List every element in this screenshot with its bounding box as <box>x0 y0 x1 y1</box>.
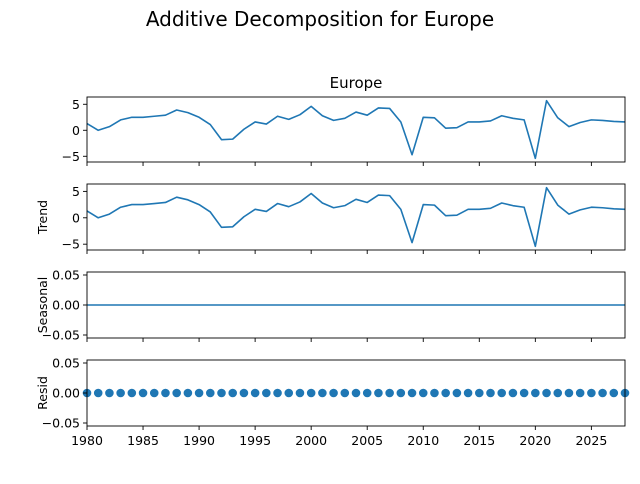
y-tick-label: 0.05 <box>52 356 80 371</box>
resid-point <box>340 388 350 398</box>
x-tick-label: 2010 <box>407 433 439 448</box>
y-tick-label: −0.05 <box>42 328 80 343</box>
subplot-title: Europe <box>330 74 383 92</box>
resid-point <box>318 388 327 398</box>
y-tick-label: 5 <box>72 184 80 199</box>
resid-point <box>598 388 607 398</box>
resid-point <box>531 388 540 398</box>
resid-point <box>116 388 125 398</box>
y-axis-label: Seasonal <box>35 277 50 334</box>
resid-point <box>396 388 406 398</box>
subplots: −505Europe−505Trend−0.050.000.05Seasonal… <box>35 74 630 448</box>
resid-point <box>407 388 417 398</box>
resid-point <box>183 388 193 398</box>
y-axis-label: Trend <box>35 200 50 235</box>
subplot-1: −5 0 5 Europe <box>62 74 626 166</box>
resid-point <box>262 388 271 398</box>
resid-point <box>430 388 439 398</box>
resid-point <box>105 388 114 398</box>
resid-point <box>519 388 529 398</box>
x-tick-label: 2025 <box>575 433 607 448</box>
resid-point <box>542 388 551 398</box>
resid-point <box>553 388 563 398</box>
resid-point <box>172 388 181 398</box>
series-line <box>86 99 626 160</box>
resid-point <box>273 388 282 398</box>
x-tick-label: 1990 <box>183 433 215 448</box>
x-tick-label: 2015 <box>463 433 495 448</box>
resid-point <box>497 388 507 398</box>
axes-frame <box>86 96 626 163</box>
resid-point <box>205 388 215 398</box>
resid-point <box>217 388 226 398</box>
y-tick-label: 0 <box>72 210 80 225</box>
subplot-2: −5 0 5 Trend <box>35 183 626 254</box>
x-tick-label: 1985 <box>127 433 159 448</box>
resid-point <box>374 388 383 398</box>
resid-point <box>306 388 316 398</box>
resid-point <box>575 388 585 398</box>
resid-point <box>161 388 170 398</box>
resid-point <box>463 388 473 398</box>
resid-point <box>486 388 495 398</box>
resid-point <box>564 388 574 398</box>
resid-point <box>441 388 450 398</box>
resid-point <box>93 388 103 398</box>
x-tick-label: 1995 <box>239 433 271 448</box>
resid-point <box>362 388 372 398</box>
subplot-4: −0.05 0.00 0.05 1980 1985 1990 1995 2000 2005 201… <box>35 356 630 448</box>
resid-point <box>284 388 294 398</box>
resid-markers <box>82 388 630 398</box>
y-tick-label: −5 <box>62 237 80 252</box>
x-tick-label: 2020 <box>519 433 551 448</box>
y-tick-label: −5 <box>62 149 80 164</box>
resid-point <box>149 388 159 398</box>
series-line <box>86 186 626 248</box>
resid-point <box>239 388 249 398</box>
resid-point <box>250 388 260 398</box>
resid-point <box>329 388 338 398</box>
y-tick-label: 0.00 <box>52 298 80 313</box>
resid-point <box>385 388 394 398</box>
resid-point <box>127 388 137 398</box>
resid-point <box>138 388 148 398</box>
y-tick-label: −0.05 <box>42 416 80 431</box>
resid-point <box>351 388 361 398</box>
resid-point <box>452 388 462 398</box>
resid-point <box>587 388 596 398</box>
resid-point <box>295 388 305 398</box>
y-tick-label: 0 <box>72 123 80 138</box>
resid-point <box>418 388 428 398</box>
resid-point <box>508 388 518 398</box>
resid-point <box>228 388 238 398</box>
y-axis-label: Resid <box>35 376 50 410</box>
x-tick-label: 2000 <box>295 433 327 448</box>
resid-point <box>474 388 484 398</box>
x-tick-label: 1980 <box>71 433 103 448</box>
figure-title: Additive Decomposition for Europe <box>146 7 494 31</box>
y-tick-label: 0.00 <box>52 386 80 401</box>
axes-frame <box>86 183 626 251</box>
x-tick-label: 2005 <box>351 433 383 448</box>
resid-point <box>609 388 619 398</box>
resid-point <box>194 388 204 398</box>
y-tick-label: 5 <box>72 97 80 112</box>
y-tick-label: 0.05 <box>52 268 80 283</box>
